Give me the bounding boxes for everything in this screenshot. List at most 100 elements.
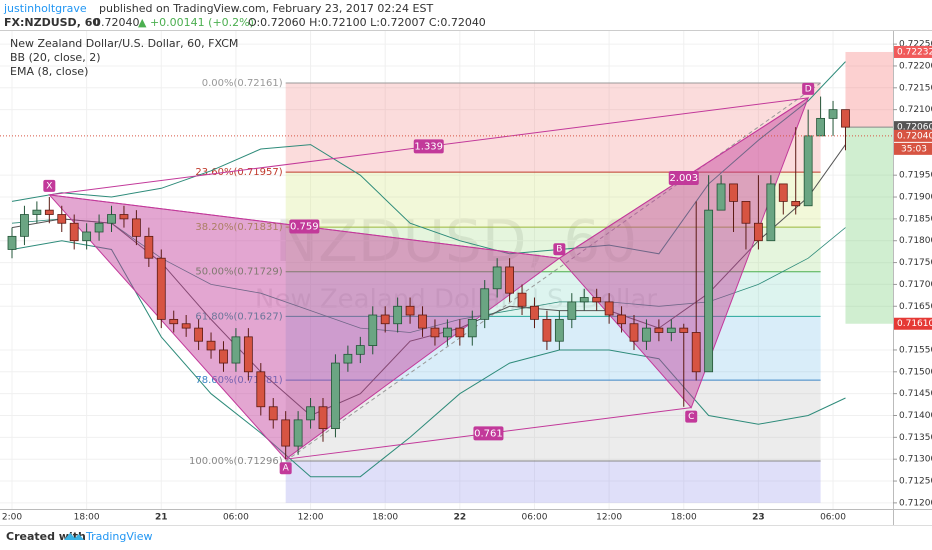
candle-body — [32, 209, 42, 215]
y-tick-label: 0.72100 — [899, 105, 932, 115]
point-label: D — [805, 84, 812, 94]
ratio-label: 1.339 — [414, 141, 443, 152]
axis-marker — [894, 129, 932, 142]
watermark-sub: New Zealand Dollar/U.S. Dollar — [255, 285, 658, 315]
ratio-box — [413, 139, 444, 154]
candle-body — [380, 314, 390, 325]
x-tick-label: 12:00 — [298, 513, 324, 523]
candle-body — [156, 257, 166, 320]
position-stop — [845, 51, 893, 128]
candle-body — [629, 323, 639, 342]
plot: NZDUSD, 60 New Zealand Dollar/U.S. Dolla… — [0, 31, 893, 509]
candle-body — [44, 209, 54, 215]
candle-body — [492, 266, 502, 290]
ratio-box — [668, 171, 699, 186]
candle-body — [542, 318, 552, 342]
fib-label: 78.60%(0.71481) — [195, 375, 282, 386]
candle-body — [517, 292, 527, 307]
fib-label: 0.00%(0.72161) — [202, 78, 283, 89]
candle-body — [393, 305, 403, 325]
candle-body — [554, 318, 564, 342]
candle-body — [803, 135, 813, 207]
candle-body — [791, 201, 801, 207]
candle-body — [704, 209, 714, 373]
x-tick-label: 06:00 — [820, 513, 846, 523]
candle-body — [467, 318, 477, 338]
ratio-box — [473, 426, 504, 441]
ratio-label: 2.003 — [669, 173, 698, 184]
candle-body — [430, 327, 440, 338]
candle-body — [480, 288, 490, 320]
axis-marker-label: 0.72060 — [897, 123, 932, 133]
point-label: C — [688, 412, 694, 422]
candle-body — [343, 353, 353, 364]
countdown-box — [894, 142, 932, 155]
candle-body — [144, 235, 154, 259]
indicator-line — [11, 61, 846, 255]
footer-brand[interactable]: TradingView — [85, 530, 152, 543]
candle-body — [679, 327, 689, 333]
candle-body — [306, 406, 315, 421]
x-tick-label: 18:00 — [671, 513, 697, 523]
ratio-label: 0.759 — [290, 222, 319, 233]
candle-body — [828, 109, 838, 119]
fib-label: 61.80%(0.71627) — [195, 311, 282, 322]
point-box — [802, 82, 815, 95]
symbol: FX:NZDUSD, 60 — [4, 16, 100, 29]
fib-label: 100.00%(0.71296) — [189, 456, 283, 467]
footer-created: Created with — [6, 530, 86, 543]
candle-body — [57, 214, 67, 224]
candle-body — [567, 301, 577, 320]
candle-body — [405, 305, 415, 316]
last-price: 0.72040 — [94, 16, 140, 29]
candle-body — [368, 314, 378, 346]
footer-logo — [64, 533, 84, 540]
candle-body — [281, 419, 291, 447]
fib-label: 50.00%(0.71729) — [195, 267, 282, 278]
candle-body — [256, 371, 266, 408]
candle-body — [716, 183, 726, 211]
fib-label: 23.60%(0.71957) — [195, 167, 282, 178]
point-box — [553, 243, 566, 256]
candle-body — [654, 327, 664, 333]
candle-body — [194, 327, 204, 342]
candle-body — [579, 297, 589, 303]
point-label: B — [556, 245, 562, 255]
candle-body — [94, 222, 104, 233]
x-tick-label: 06:00 — [223, 513, 249, 523]
candle-body — [206, 340, 216, 351]
candle-body — [318, 406, 328, 430]
candle-body — [530, 305, 539, 320]
candle-body — [107, 214, 116, 224]
candle-body — [841, 109, 850, 128]
candle-body — [455, 327, 465, 338]
candle-body — [691, 332, 701, 373]
candle-body — [181, 323, 191, 329]
author[interactable]: justinholtgrave — [3, 2, 87, 15]
point-label: X — [46, 181, 52, 191]
point-box — [685, 410, 698, 423]
point-box — [43, 179, 56, 192]
candle-body — [355, 345, 365, 355]
ratio-box — [289, 219, 320, 234]
legend-ema: EMA (8, close) — [10, 65, 88, 78]
legend-title: New Zealand Dollar/U.S. Dollar, 60, FXCM — [10, 37, 238, 50]
candle-body — [442, 327, 452, 338]
x-tick-label: 22 — [454, 513, 467, 523]
x-tick-label: 18:00 — [74, 513, 100, 523]
candle-body — [20, 214, 29, 237]
candle-body — [592, 297, 602, 303]
axis-marker-label: 0.71610 — [897, 319, 932, 329]
header: justinholtgrave published on TradingView… — [3, 2, 486, 29]
